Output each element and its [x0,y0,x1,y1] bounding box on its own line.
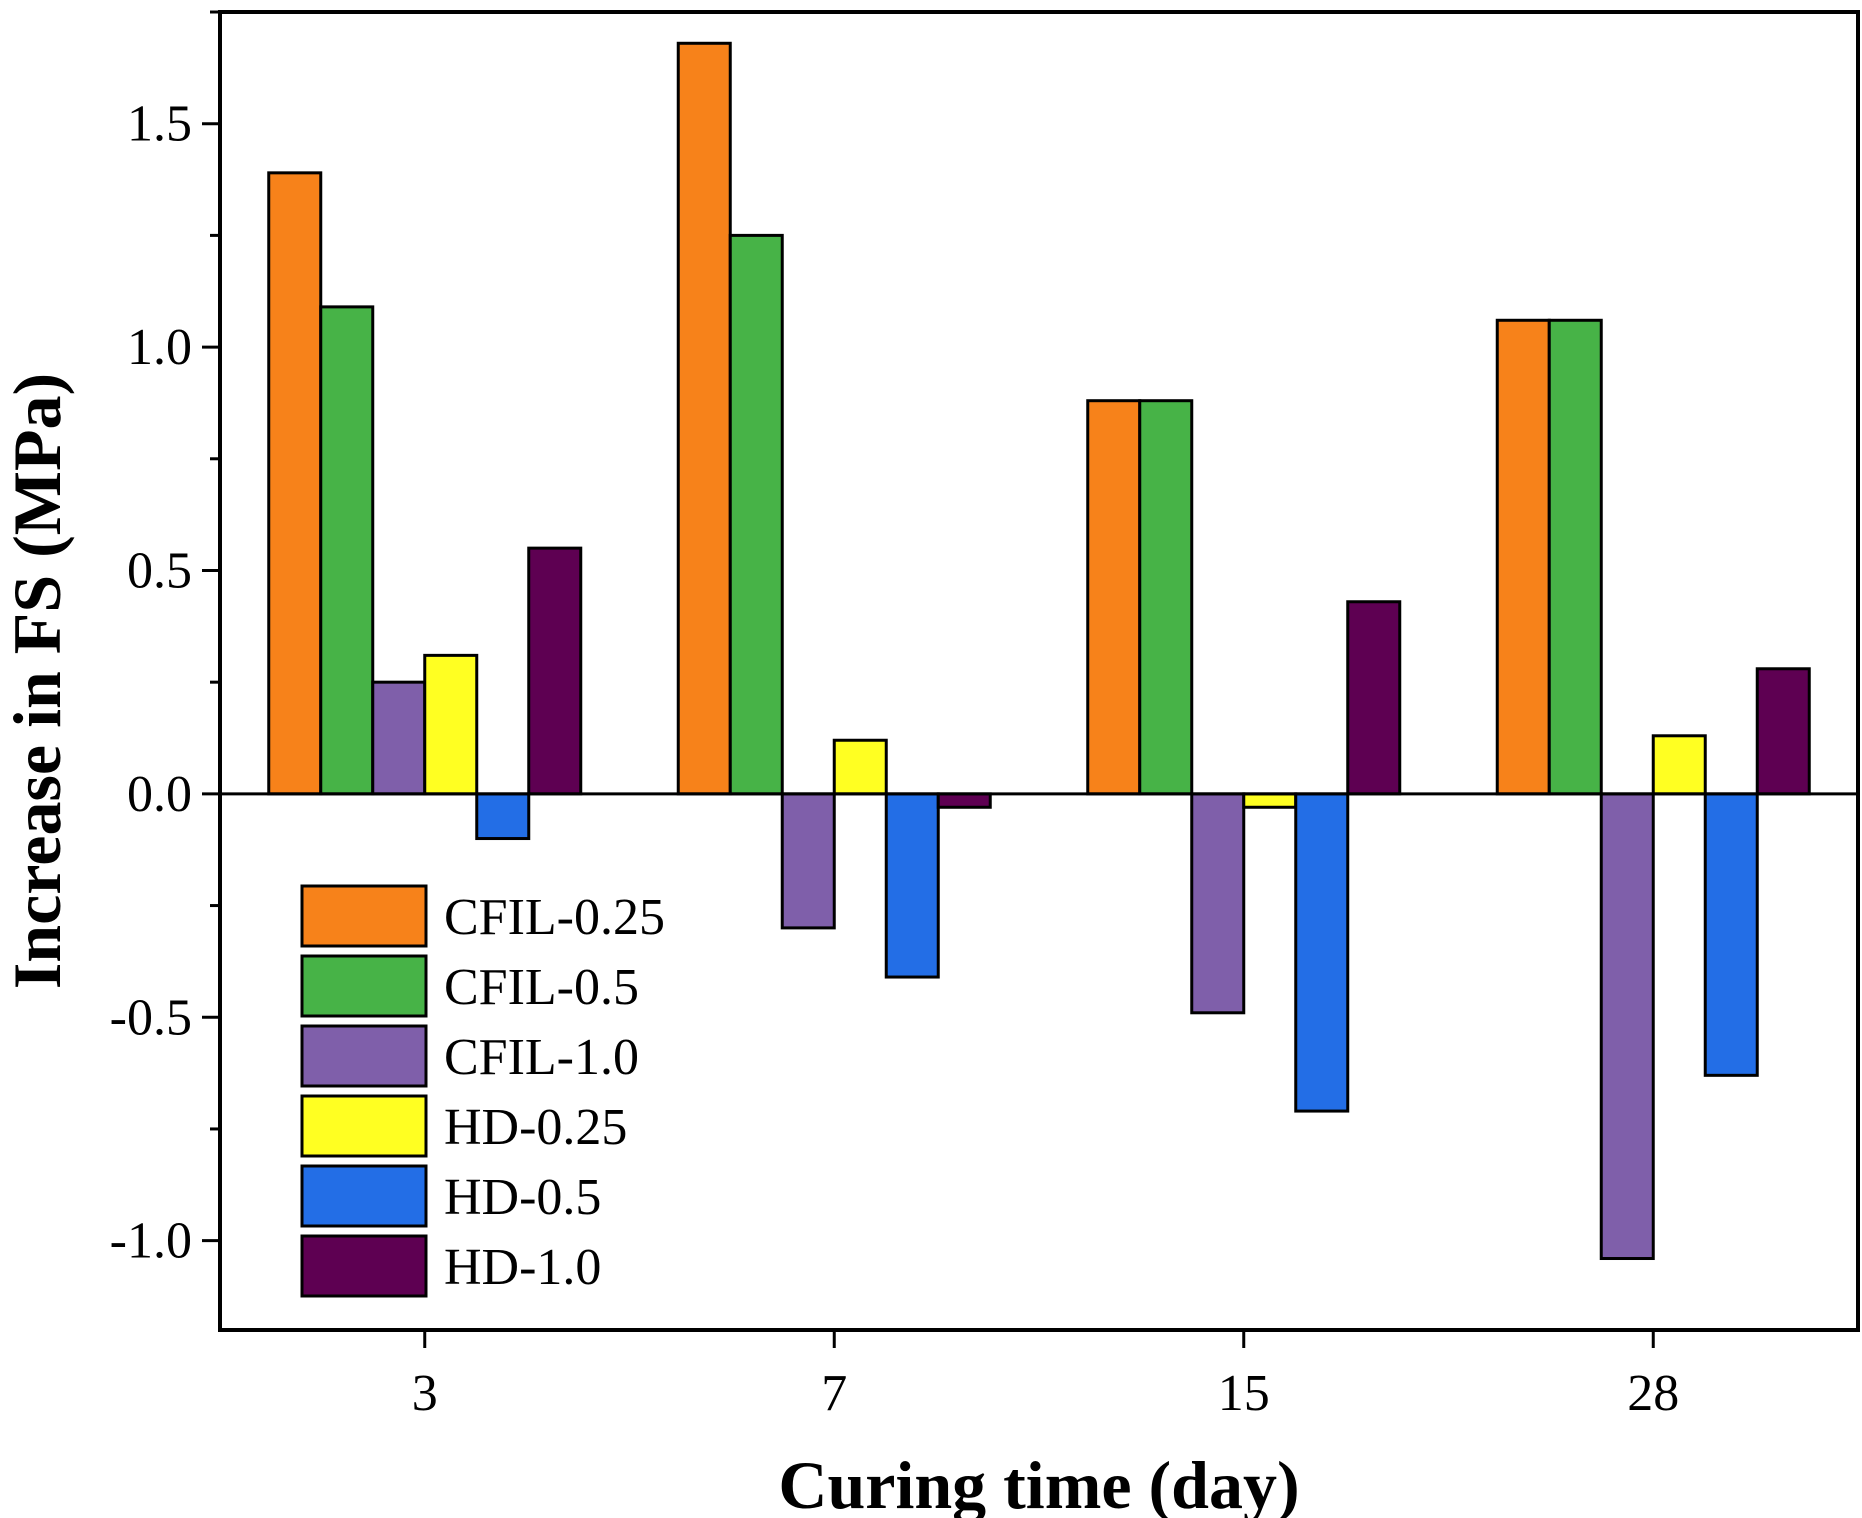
bar-hd-0-5-day-7 [884,792,940,979]
bar-hd-1-0-day-3 [527,546,583,796]
y-axis: -1.0 -0.5 0.0 0.5 1.0 1.5 [110,10,220,1270]
legend-swatch [300,954,428,1018]
bar-cfil-0-25-day-15 [1086,399,1142,796]
bar-hd-1-0-day-28 [1755,667,1811,796]
bar-cfil-1-0-day-15 [1190,792,1246,1015]
legend-label: HD-0.5 [444,1169,601,1226]
bar-hd-0-25-day-7 [832,738,888,796]
plot-frame [218,10,1860,1332]
x-axis: 3 7 15 28 [412,1330,1679,1422]
bar-cfil-0-25-day-28 [1495,318,1551,796]
x-tick-label: 15 [1218,1365,1270,1422]
bars-layer [267,41,1811,1261]
bar-hd-0-25-day-3 [423,653,479,796]
bar-hd-0-25-day-15 [1242,792,1298,809]
y-tick-label: 1.0 [127,319,192,376]
legend-swatch [300,1164,428,1228]
bar-cfil-0-5-day-15 [1138,399,1194,796]
legend-swatch [300,1094,428,1158]
y-tick-label: 0.5 [127,542,192,599]
legend-swatch [300,1024,428,1088]
legend-swatch [300,884,428,948]
legend-label: CFIL-0.25 [444,889,665,946]
legend-swatch [300,1234,428,1298]
bar-hd-0-5-day-3 [475,792,531,841]
y-tick-label: 0.0 [127,766,192,823]
bar-cfil-0-5-day-28 [1547,318,1603,796]
bar-hd-0-25-day-28 [1651,734,1707,796]
bar-hd-1-0-day-15 [1346,600,1402,796]
x-tick-label: 28 [1627,1365,1679,1422]
bar-hd-0-5-day-28 [1703,792,1759,1077]
bar-cfil-0-25-day-3 [267,171,323,796]
y-tick-label: 1.5 [127,96,192,153]
bar-cfil-0-5-day-7 [728,233,784,796]
bar-cfil-0-5-day-3 [319,305,375,796]
legend: CFIL-0.25 CFIL-0.5 CFIL-1.0 HD-0.25 HD-0.5 HD… [300,884,665,1298]
bar-cfil-1-0-day-28 [1599,792,1655,1261]
legend-label: HD-1.0 [444,1239,601,1296]
x-axis-title: Curing time (day) [778,1447,1299,1518]
legend-label: HD-0.25 [444,1099,627,1156]
x-tick-label: 7 [821,1365,847,1422]
y-tick-label: -0.5 [110,989,192,1046]
bar-cfil-0-25-day-7 [676,41,732,796]
bar-cfil-1-0-day-3 [371,680,427,796]
x-tick-label: 3 [412,1365,438,1422]
y-tick-label: -1.0 [110,1213,192,1270]
legend-label: CFIL-0.5 [444,959,639,1016]
bar-hd-0-5-day-15 [1294,792,1350,1113]
y-axis-title: Increase in FS (MPa) [0,373,75,989]
legend-label: CFIL-1.0 [444,1029,639,1086]
bar-hd-1-0-day-7 [936,792,992,809]
bar-cfil-1-0-day-7 [780,792,836,930]
